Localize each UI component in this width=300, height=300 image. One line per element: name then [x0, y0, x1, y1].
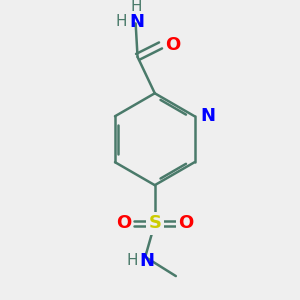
- Text: H: H: [116, 14, 127, 29]
- Text: N: N: [140, 252, 154, 270]
- Text: N: N: [129, 13, 144, 31]
- Text: O: O: [178, 214, 193, 232]
- Text: H: H: [131, 0, 142, 14]
- Text: O: O: [165, 36, 181, 54]
- Text: N: N: [200, 107, 215, 125]
- Text: H: H: [126, 253, 138, 268]
- Text: S: S: [148, 214, 161, 232]
- Text: O: O: [116, 214, 132, 232]
